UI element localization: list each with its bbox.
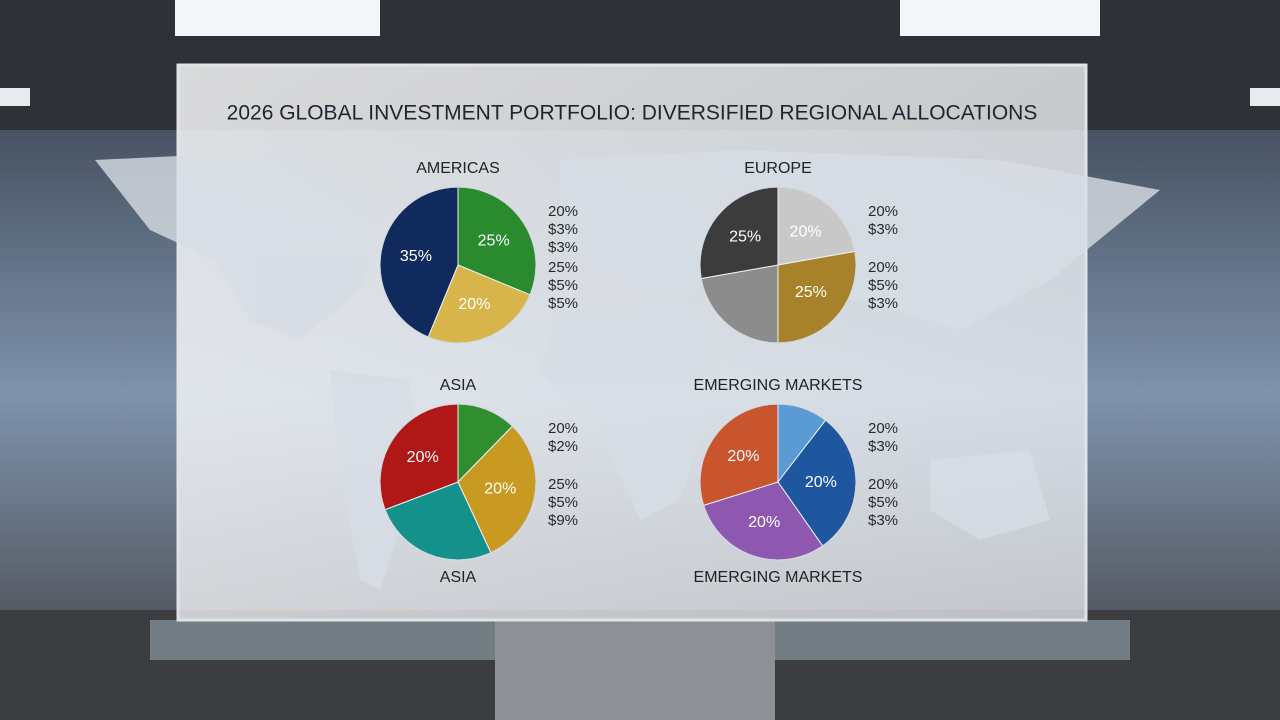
side-label: $5% [868, 494, 898, 511]
stand [495, 620, 775, 720]
side-label: $5% [548, 277, 578, 294]
slice-label: 20% [805, 474, 837, 491]
slice-label: 25% [795, 284, 827, 301]
pie-outline [379, 186, 537, 344]
side-label: 20% [548, 420, 578, 437]
side-label: 25% [548, 476, 578, 493]
slice-label: 20% [748, 514, 780, 531]
side-label: 20% [868, 203, 898, 220]
side-label: $3% [548, 221, 578, 238]
side-label: $5% [868, 277, 898, 294]
slice-label: 20% [458, 296, 490, 313]
main-title: 2026 GLOBAL INVESTMENT PORTFOLIO: DIVERS… [227, 102, 1038, 125]
side-label: 20% [868, 420, 898, 437]
side-label: $3% [868, 438, 898, 455]
side-label: $5% [548, 295, 578, 312]
pie-footer: ASIA [440, 569, 477, 586]
pie-footer: EMERGING MARKETS [694, 569, 863, 586]
side-label: $9% [548, 512, 578, 529]
side-label: $3% [868, 512, 898, 529]
ceiling-light [0, 88, 30, 106]
side-label: $3% [548, 239, 578, 256]
slice-label: 20% [727, 448, 759, 465]
slice-label: 25% [478, 232, 510, 249]
pie-title: AMERICAS [416, 160, 500, 177]
slice-label: 35% [400, 248, 432, 265]
pie-title: ASIA [440, 377, 477, 394]
slice-label: 20% [484, 480, 516, 497]
side-label: 20% [868, 259, 898, 276]
side-label: $3% [868, 295, 898, 312]
pie-title: EMERGING MARKETS [694, 377, 863, 394]
side-label: $5% [548, 494, 578, 511]
side-label: $3% [868, 221, 898, 238]
slice-label: 25% [729, 229, 761, 246]
pie-outline [379, 403, 537, 561]
ceiling-light [900, 0, 1100, 36]
pie-title: EUROPE [744, 160, 812, 177]
pie-outline [699, 186, 857, 344]
pie-outline [699, 403, 857, 561]
side-label: 20% [548, 203, 578, 220]
ceiling-light [1250, 88, 1280, 106]
side-label: 25% [548, 259, 578, 276]
slice-label: 20% [790, 223, 822, 240]
side-label: 20% [868, 476, 898, 493]
ceiling-light [175, 0, 380, 36]
slice-label: 20% [407, 449, 439, 466]
side-label: $2% [548, 438, 578, 455]
